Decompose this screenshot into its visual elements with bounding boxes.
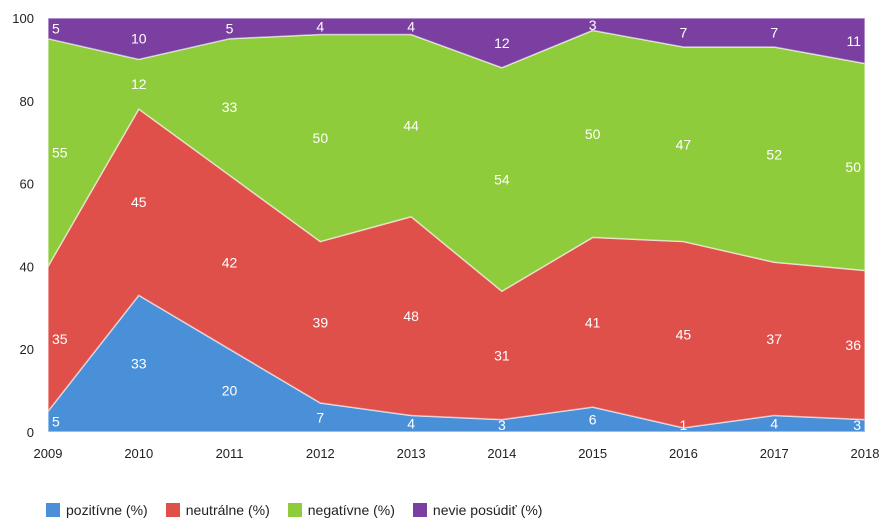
data-label-neutralne: 41 — [585, 314, 601, 330]
data-label-neutralne: 45 — [131, 194, 147, 210]
y-tick-label: 100 — [12, 11, 34, 26]
legend: pozitívne (%) neutrálne (%) negatívne (%… — [46, 502, 542, 518]
data-label-negativne: 50 — [585, 126, 601, 142]
data-label-negativne: 54 — [494, 171, 510, 187]
data-label-pozitivne: 4 — [770, 416, 778, 432]
legend-label-nevie-posudit: nevie posúdiť (%) — [432, 502, 543, 518]
legend-swatch-nevie-posudit — [412, 503, 427, 517]
y-tick-label: 20 — [20, 342, 34, 357]
data-label-neutralne: 45 — [676, 327, 692, 343]
legend-swatch-pozitivne — [46, 503, 60, 517]
data-label-neutralne: 31 — [494, 347, 510, 363]
x-tick-label: 2009 — [34, 446, 63, 461]
x-tick-label: 2010 — [124, 446, 153, 461]
y-tick-label: 60 — [20, 177, 34, 192]
data-label-neutralne: 36 — [845, 337, 861, 353]
data-label-negativne: 52 — [766, 147, 782, 163]
legend-item-pozitivne: pozitívne (%) — [46, 502, 148, 518]
data-label-nevie-posudit: 12 — [494, 35, 510, 51]
data-label-negativne: 12 — [131, 76, 147, 92]
data-label-nevie-posudit: 4 — [407, 18, 415, 34]
data-label-neutralne: 35 — [52, 331, 68, 347]
legend-label-negativne: negatívne (%) — [307, 502, 395, 518]
legend-swatch-negativne — [287, 503, 302, 517]
x-tick-label: 2014 — [487, 446, 516, 461]
legend-label-pozitivne: pozitívne (%) — [66, 502, 148, 518]
area-nevie-posudit — [47, 17, 866, 69]
data-label-pozitivne: 4 — [407, 416, 415, 432]
data-label-pozitivne: 7 — [316, 410, 324, 426]
y-tick-label: 80 — [20, 94, 34, 109]
x-tick-label: 2011 — [216, 446, 244, 461]
data-label-pozitivne: 3 — [498, 417, 506, 433]
data-label-pozitivne: 3 — [853, 417, 861, 433]
legend-swatch-neutralne — [165, 503, 180, 517]
data-label-pozitivne: 20 — [222, 383, 238, 399]
data-label-pozitivne: 1 — [680, 417, 688, 433]
data-label-nevie-posudit: 5 — [226, 20, 234, 36]
data-label-pozitivne: 33 — [131, 356, 147, 372]
legend-item-nevie-posudit: nevie posúdiť (%) — [412, 502, 543, 518]
legend-item-neutralne: neutrálne (%) — [165, 502, 270, 518]
data-label-neutralne: 48 — [403, 308, 419, 324]
data-label-nevie-posudit: 7 — [770, 24, 778, 40]
x-tick-label: 2016 — [669, 446, 698, 461]
legend-item-negativne: negatívne (%) — [287, 502, 395, 518]
data-label-nevie-posudit: 3 — [589, 17, 597, 33]
data-label-neutralne: 37 — [766, 331, 782, 347]
y-tick-label: 0 — [27, 425, 34, 440]
data-label-pozitivne: 6 — [589, 412, 597, 428]
y-tick-label: 40 — [20, 259, 34, 274]
x-tick-label: 2018 — [851, 446, 879, 461]
data-label-negativne: 50 — [313, 130, 329, 146]
data-label-negativne: 33 — [222, 99, 238, 115]
data-label-pozitivne: 5 — [52, 414, 60, 430]
x-tick-label: 2015 — [578, 446, 607, 461]
data-label-negativne: 44 — [403, 118, 419, 134]
data-label-negativne: 55 — [52, 145, 68, 161]
data-label-nevie-posudit: 5 — [52, 20, 60, 36]
data-label-nevie-posudit: 11 — [846, 33, 861, 49]
data-label-nevie-posudit: 10 — [131, 31, 147, 47]
legend-label-neutralne: neutrálne (%) — [185, 502, 270, 518]
data-label-nevie-posudit: 7 — [680, 24, 688, 40]
data-label-negativne: 47 — [676, 136, 692, 152]
data-label-neutralne: 42 — [222, 254, 238, 270]
data-label-neutralne: 39 — [313, 314, 329, 330]
x-tick-label: 2017 — [760, 446, 789, 461]
data-label-negativne: 50 — [845, 159, 861, 175]
x-tick-label: 2013 — [397, 446, 426, 461]
data-label-nevie-posudit: 4 — [316, 18, 324, 34]
x-tick-label: 2012 — [306, 446, 335, 461]
